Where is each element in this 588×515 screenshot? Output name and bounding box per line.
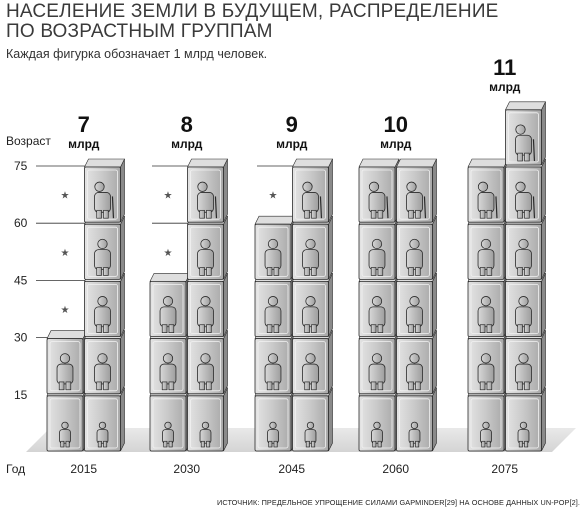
total-value-label: 10 (384, 112, 408, 137)
total-unit-label: млрд (489, 80, 521, 94)
y-tick-label: 30 (14, 331, 28, 345)
person-figure (505, 101, 546, 166)
person-figure (467, 158, 509, 223)
year-label: 2060 (382, 462, 409, 476)
person-figure (84, 330, 125, 395)
person-figure (292, 330, 333, 395)
total-unit-label: млрд (68, 137, 100, 151)
title-line-2: ПО ВОЗРАСТНЫМ ГРУППАМ (6, 21, 273, 42)
person-figure (358, 158, 400, 223)
person-figure (292, 387, 333, 452)
total-value-label: 8 (181, 112, 193, 137)
person-figure (396, 387, 437, 452)
y-tick-label: 60 (14, 216, 28, 230)
star-marker: ★ (164, 248, 173, 259)
total-unit-label: млрд (171, 137, 203, 151)
person-figure (292, 158, 333, 223)
total-value-label: 7 (78, 112, 90, 137)
person-figure (358, 273, 400, 337)
year-label: 2015 (70, 462, 97, 476)
person-figure (254, 387, 296, 452)
person-figure (187, 273, 228, 337)
source-note: ИСТОЧНИК: ПРЕДЕЛЬНОЕ УПРОЩЕНИЕ СИЛАМИ GA… (216, 498, 580, 507)
person-figure (505, 215, 546, 280)
person-figure (46, 387, 88, 452)
star-marker: ★ (61, 248, 70, 259)
person-figure (254, 215, 296, 280)
year-label: 2045 (278, 462, 305, 476)
year-label: 2075 (491, 462, 518, 476)
person-figure (84, 158, 125, 223)
person-figure (254, 273, 296, 337)
chart-subtitle: Каждая фигурка обозначает 1 млрд человек… (6, 47, 268, 61)
star-marker: ★ (61, 305, 70, 316)
person-figure (187, 215, 228, 280)
person-figure (467, 215, 509, 280)
person-figure (467, 387, 509, 452)
total-unit-label: млрд (380, 137, 412, 151)
person-figure (84, 273, 125, 337)
person-figure (505, 387, 546, 452)
person-figure (358, 387, 400, 452)
person-figure (396, 158, 437, 223)
person-figure (149, 330, 191, 395)
person-figure (187, 330, 228, 395)
y-tick-label: 15 (14, 388, 28, 402)
person-figure (149, 387, 191, 452)
chart-title: НАСЕЛЕНИЕ ЗЕМЛИ В БУДУЩЕМ, РАСПРЕДЕЛЕНИЕ… (6, 2, 499, 42)
person-figure (292, 273, 333, 337)
person-figure (396, 273, 437, 337)
star-marker: ★ (164, 191, 173, 202)
person-figure (84, 215, 125, 280)
person-figure (467, 330, 509, 395)
y-axis-label: Возраст (6, 134, 51, 148)
year-label: 2030 (173, 462, 200, 476)
x-axis-label: Год (6, 462, 25, 476)
person-figure (187, 387, 228, 452)
person-figure (358, 330, 400, 395)
person-figure (292, 215, 333, 280)
person-figure (46, 330, 88, 395)
person-figure (187, 158, 228, 223)
y-tick-label: 75 (14, 159, 28, 173)
person-figure (505, 330, 546, 395)
y-tick-label: 45 (14, 273, 28, 287)
star-marker: ★ (269, 191, 278, 202)
person-figure (149, 273, 191, 337)
total-value-label: 11 (493, 55, 516, 80)
person-figure (505, 158, 546, 223)
title-line-1: НАСЕЛЕНИЕ ЗЕМЛИ В БУДУЩЕМ, РАСПРЕДЕЛЕНИЕ (6, 1, 499, 22)
person-figure (358, 215, 400, 280)
person-figure (505, 273, 546, 337)
person-figure (396, 215, 437, 280)
total-value-label: 9 (286, 112, 298, 137)
person-figure (396, 330, 437, 395)
person-figure (254, 330, 296, 395)
star-marker: ★ (61, 191, 70, 202)
person-figure (84, 387, 125, 452)
person-figure (467, 273, 509, 337)
total-unit-label: млрд (276, 137, 308, 151)
